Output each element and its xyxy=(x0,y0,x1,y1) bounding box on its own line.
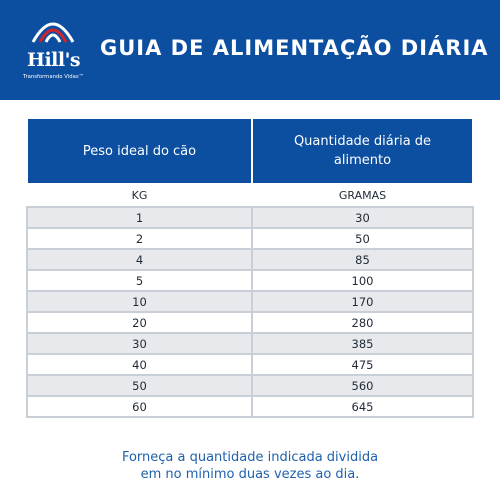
weight-cell: 40 xyxy=(26,353,253,376)
table-header-row: Peso ideal do cão Quantidade diária de a… xyxy=(26,117,474,185)
grams-cell: 30 xyxy=(251,206,474,229)
grams-cell: 385 xyxy=(251,332,474,355)
table-row: 2 50 xyxy=(26,227,474,250)
grams-cell: 85 xyxy=(251,248,474,271)
header-quantity-label: Quantidade diária de alimento xyxy=(293,134,432,168)
mountain-logo-icon xyxy=(31,22,75,43)
weight-cell: 10 xyxy=(26,290,253,313)
grams-cell: 100 xyxy=(251,269,474,292)
grams-cell: 645 xyxy=(251,395,474,418)
grams-cell: 170 xyxy=(251,290,474,313)
grams-cell: 280 xyxy=(251,311,474,334)
header-weight: Peso ideal do cão xyxy=(26,117,253,185)
brand-name: Hill's xyxy=(27,49,81,71)
footnote-line-1: Forneça a quantidade indicada dividida xyxy=(121,450,379,465)
header-banner: Hill's Transformando Vidas™ GUIA DE ALIM… xyxy=(0,0,500,100)
brand-tagline: Transformando Vidas™ xyxy=(23,74,84,80)
weight-cell: 4 xyxy=(26,248,253,271)
unit-kg: KG xyxy=(26,183,253,208)
feeding-instructions: Forneça a quantidade indicada dividida e… xyxy=(0,449,500,483)
table-row: 30 385 xyxy=(26,332,474,355)
feeding-table: Peso ideal do cão Quantidade diária de a… xyxy=(26,117,474,418)
weight-cell: 60 xyxy=(26,395,253,418)
hills-logo: Hill's Transformando Vidas™ xyxy=(23,12,86,86)
weight-cell: 2 xyxy=(26,227,253,250)
unit-row: KG GRAMAS xyxy=(26,183,474,208)
weight-cell: 30 xyxy=(26,332,253,355)
table-row: 5 100 xyxy=(26,269,474,292)
table-row: 40 475 xyxy=(26,353,474,376)
grams-cell: 560 xyxy=(251,374,474,397)
table-row: 1 30 xyxy=(26,206,474,229)
unit-grams: GRAMAS xyxy=(251,183,474,208)
grams-cell: 475 xyxy=(251,353,474,376)
table-row: 20 280 xyxy=(26,311,474,334)
page-title: GUIA DE ALIMENTAÇÃO DIÁRIA xyxy=(100,36,489,60)
header-quantity: Quantidade diária de alimento xyxy=(251,117,474,185)
table-row: 60 645 xyxy=(26,395,474,418)
weight-cell: 20 xyxy=(26,311,253,334)
grams-cell: 50 xyxy=(251,227,474,250)
table-row: 4 85 xyxy=(26,248,474,271)
table-row: 10 170 xyxy=(26,290,474,313)
weight-cell: 1 xyxy=(26,206,253,229)
weight-cell: 5 xyxy=(26,269,253,292)
footnote-line-2: em no mínimo duas vezes ao dia. xyxy=(140,467,360,482)
table-row: 50 560 xyxy=(26,374,474,397)
weight-cell: 50 xyxy=(26,374,253,397)
